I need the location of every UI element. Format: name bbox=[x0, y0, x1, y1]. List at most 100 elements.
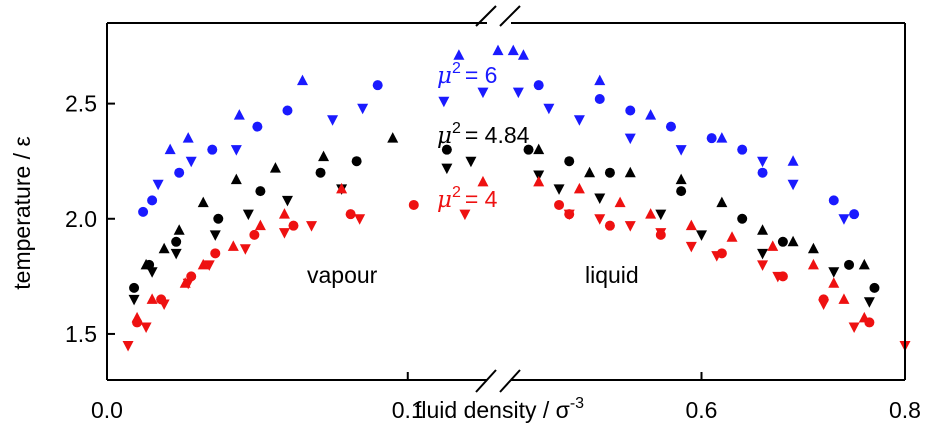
data-point-triangle-up bbox=[787, 235, 799, 247]
data-point-triangle-down bbox=[354, 214, 366, 225]
data-point-circle bbox=[737, 213, 748, 224]
data-point-triangle-down bbox=[553, 184, 565, 195]
legend-mu4-exponent: 2 bbox=[452, 184, 461, 201]
data-point-circle bbox=[156, 294, 167, 305]
data-point-triangle-down bbox=[675, 145, 687, 156]
data-point-circle bbox=[777, 271, 788, 282]
data-point-triangle-up bbox=[858, 258, 870, 270]
data-point-triangle-down bbox=[170, 248, 182, 260]
data-point-circle bbox=[132, 317, 143, 328]
data-point-triangle-down bbox=[122, 340, 134, 352]
data-point-circle bbox=[408, 199, 419, 210]
data-point-triangle-up bbox=[197, 196, 209, 208]
data-point-circle bbox=[828, 195, 839, 206]
data-point-circle bbox=[844, 259, 855, 270]
data-point-triangle-down bbox=[306, 221, 318, 232]
data-point-triangle-up bbox=[614, 196, 626, 208]
x-tick-label: 0.6 bbox=[686, 397, 718, 423]
data-point-triangle-up bbox=[838, 293, 850, 304]
data-point-triangle-down bbox=[594, 214, 606, 225]
data-point-triangle-up bbox=[787, 155, 799, 166]
data-point-triangle-down bbox=[757, 260, 769, 271]
data-point-triangle-down bbox=[230, 145, 242, 156]
data-point-triangle-up bbox=[173, 224, 185, 235]
data-point-triangle-up bbox=[645, 208, 657, 219]
data-point-triangle-up bbox=[453, 49, 465, 60]
data-point-triangle-down bbox=[203, 260, 215, 271]
data-point-triangle-down bbox=[477, 87, 489, 99]
data-point-triangle-up bbox=[336, 182, 348, 194]
legend-mu4: μ2 = 4 bbox=[437, 184, 498, 213]
data-point-triangle-up bbox=[533, 143, 545, 155]
y-axis-label: temperature / ε bbox=[9, 136, 35, 289]
data-point-triangle-up bbox=[387, 132, 399, 143]
data-point-circle bbox=[171, 236, 182, 247]
data-point-circle bbox=[213, 213, 224, 224]
data-point-triangle-down bbox=[863, 297, 875, 308]
data-point-circle bbox=[252, 121, 263, 132]
data-point-triangle-down bbox=[624, 133, 636, 145]
data-point-triangle-down bbox=[185, 156, 197, 168]
data-point-triangle-up bbox=[197, 258, 209, 270]
data-point-circle bbox=[564, 156, 575, 167]
data-point-triangle-up bbox=[517, 49, 529, 60]
data-point-circle bbox=[523, 144, 534, 155]
data-point-triangle-up bbox=[269, 162, 281, 173]
data-point-triangle-down bbox=[182, 278, 194, 290]
data-point-triangle-up bbox=[675, 173, 687, 185]
legend-mu4-84-value: = 4.84 bbox=[465, 122, 530, 148]
data-point-circle bbox=[604, 220, 615, 231]
data-point-circle bbox=[255, 186, 266, 197]
data-point-circle bbox=[129, 282, 140, 293]
data-point-circle bbox=[706, 133, 717, 144]
data-point-triangle-down bbox=[828, 267, 840, 278]
legend-mu4-84: μ2 = 4.84 bbox=[437, 120, 530, 149]
data-point-circle bbox=[594, 94, 605, 105]
data-point-triangle-up bbox=[726, 231, 738, 242]
data-point-circle bbox=[737, 144, 748, 155]
legend-mu4-84-symbol: μ bbox=[437, 123, 452, 149]
data-point-triangle-down bbox=[757, 248, 769, 260]
x-axis-label: fluid density / σ-3 bbox=[415, 395, 584, 423]
data-point-triangle-down bbox=[239, 244, 251, 255]
data-point-triangle-down bbox=[757, 156, 769, 168]
x-tick-label: 0.0 bbox=[91, 397, 123, 423]
data-point-triangle-up bbox=[230, 173, 242, 185]
data-point-triangle-down bbox=[242, 209, 254, 221]
data-point-circle bbox=[625, 105, 636, 116]
data-point-circle bbox=[655, 229, 666, 240]
axis-break-mark-bottom-2 bbox=[499, 369, 521, 393]
data-point-triangle-up bbox=[278, 208, 290, 219]
legend-mu6-value: = 6 bbox=[465, 62, 498, 88]
data-point-triangle-up bbox=[594, 74, 606, 86]
legend-mu6-exponent: 2 bbox=[452, 60, 461, 77]
data-point-circle bbox=[345, 209, 356, 220]
data-point-circle bbox=[604, 167, 615, 178]
data-point-triangle-up bbox=[233, 109, 245, 120]
data-point-triangle-down bbox=[512, 87, 524, 99]
data-point-triangle-up bbox=[757, 224, 769, 235]
data-point-triangle-up bbox=[685, 219, 697, 231]
data-point-circle bbox=[144, 259, 155, 270]
data-point-circle bbox=[351, 156, 362, 167]
data-point-triangle-up bbox=[227, 240, 239, 251]
data-point-triangle-down bbox=[357, 103, 369, 115]
data-point-triangle-up bbox=[645, 109, 657, 120]
data-point-triangle-down bbox=[848, 322, 860, 334]
data-point-triangle-up bbox=[254, 219, 266, 231]
data-point-circle bbox=[849, 209, 860, 220]
data-point-circle bbox=[665, 121, 676, 132]
x-tick-label: 0.1 bbox=[392, 397, 424, 423]
data-point-triangle-up bbox=[624, 166, 636, 178]
data-point-circle bbox=[174, 167, 185, 178]
x-tick-label: 0.8 bbox=[889, 397, 921, 423]
data-point-triangle-up bbox=[164, 143, 176, 155]
data-point-triangle-down bbox=[533, 170, 545, 182]
region-label-liquid: liquid bbox=[585, 262, 639, 288]
legend-mu4-84-exponent: 2 bbox=[452, 120, 461, 137]
data-point-triangle-down bbox=[655, 209, 667, 221]
data-point-triangle-down bbox=[441, 163, 453, 175]
y-tick-label: 2.0 bbox=[65, 206, 97, 232]
data-point-circle bbox=[210, 248, 221, 259]
data-point-circle bbox=[315, 167, 326, 178]
